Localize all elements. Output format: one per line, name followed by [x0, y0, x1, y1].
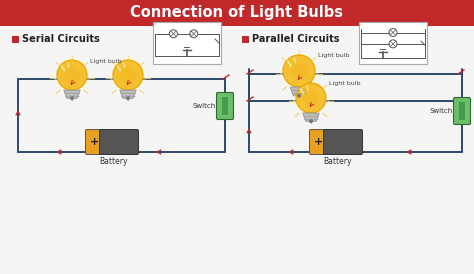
Circle shape	[54, 58, 90, 94]
Bar	[359, 22, 427, 64]
Bar	[0, 0, 474, 26]
Circle shape	[309, 119, 313, 123]
Text: Light bulb: Light bulb	[318, 53, 349, 59]
Circle shape	[70, 96, 74, 100]
Circle shape	[64, 67, 80, 83]
FancyBboxPatch shape	[85, 130, 104, 155]
Text: Connection of Light Bulbs: Connection of Light Bulbs	[130, 5, 344, 21]
Text: Light bulb: Light bulb	[90, 59, 121, 64]
Circle shape	[293, 81, 329, 117]
FancyBboxPatch shape	[100, 130, 138, 155]
Circle shape	[283, 55, 315, 87]
Text: Light bulb: Light bulb	[329, 81, 361, 87]
Circle shape	[110, 58, 146, 94]
Bar	[459, 102, 465, 120]
FancyBboxPatch shape	[310, 130, 328, 155]
Circle shape	[126, 96, 130, 100]
Polygon shape	[120, 90, 136, 98]
Text: Parallel Circuits: Parallel Circuits	[252, 35, 339, 44]
Polygon shape	[290, 87, 308, 96]
Circle shape	[113, 60, 143, 90]
Circle shape	[57, 60, 87, 90]
Bar	[12, 36, 19, 43]
Text: Switch: Switch	[430, 108, 453, 114]
Circle shape	[280, 53, 318, 91]
Text: Battery: Battery	[100, 157, 128, 166]
Text: Serial Circuits: Serial Circuits	[22, 35, 100, 44]
Bar	[242, 36, 249, 43]
FancyBboxPatch shape	[323, 130, 363, 155]
Bar	[222, 97, 228, 115]
Circle shape	[303, 90, 319, 106]
FancyBboxPatch shape	[217, 93, 234, 119]
Polygon shape	[303, 113, 319, 121]
Polygon shape	[64, 90, 80, 98]
Circle shape	[297, 94, 301, 98]
Bar	[153, 22, 221, 64]
Text: +: +	[314, 137, 324, 147]
Circle shape	[290, 62, 308, 80]
Text: +: +	[91, 137, 100, 147]
Circle shape	[120, 67, 136, 83]
Text: Battery: Battery	[324, 157, 352, 166]
Text: Switch: Switch	[193, 103, 216, 109]
Circle shape	[296, 83, 326, 113]
FancyBboxPatch shape	[454, 98, 471, 124]
